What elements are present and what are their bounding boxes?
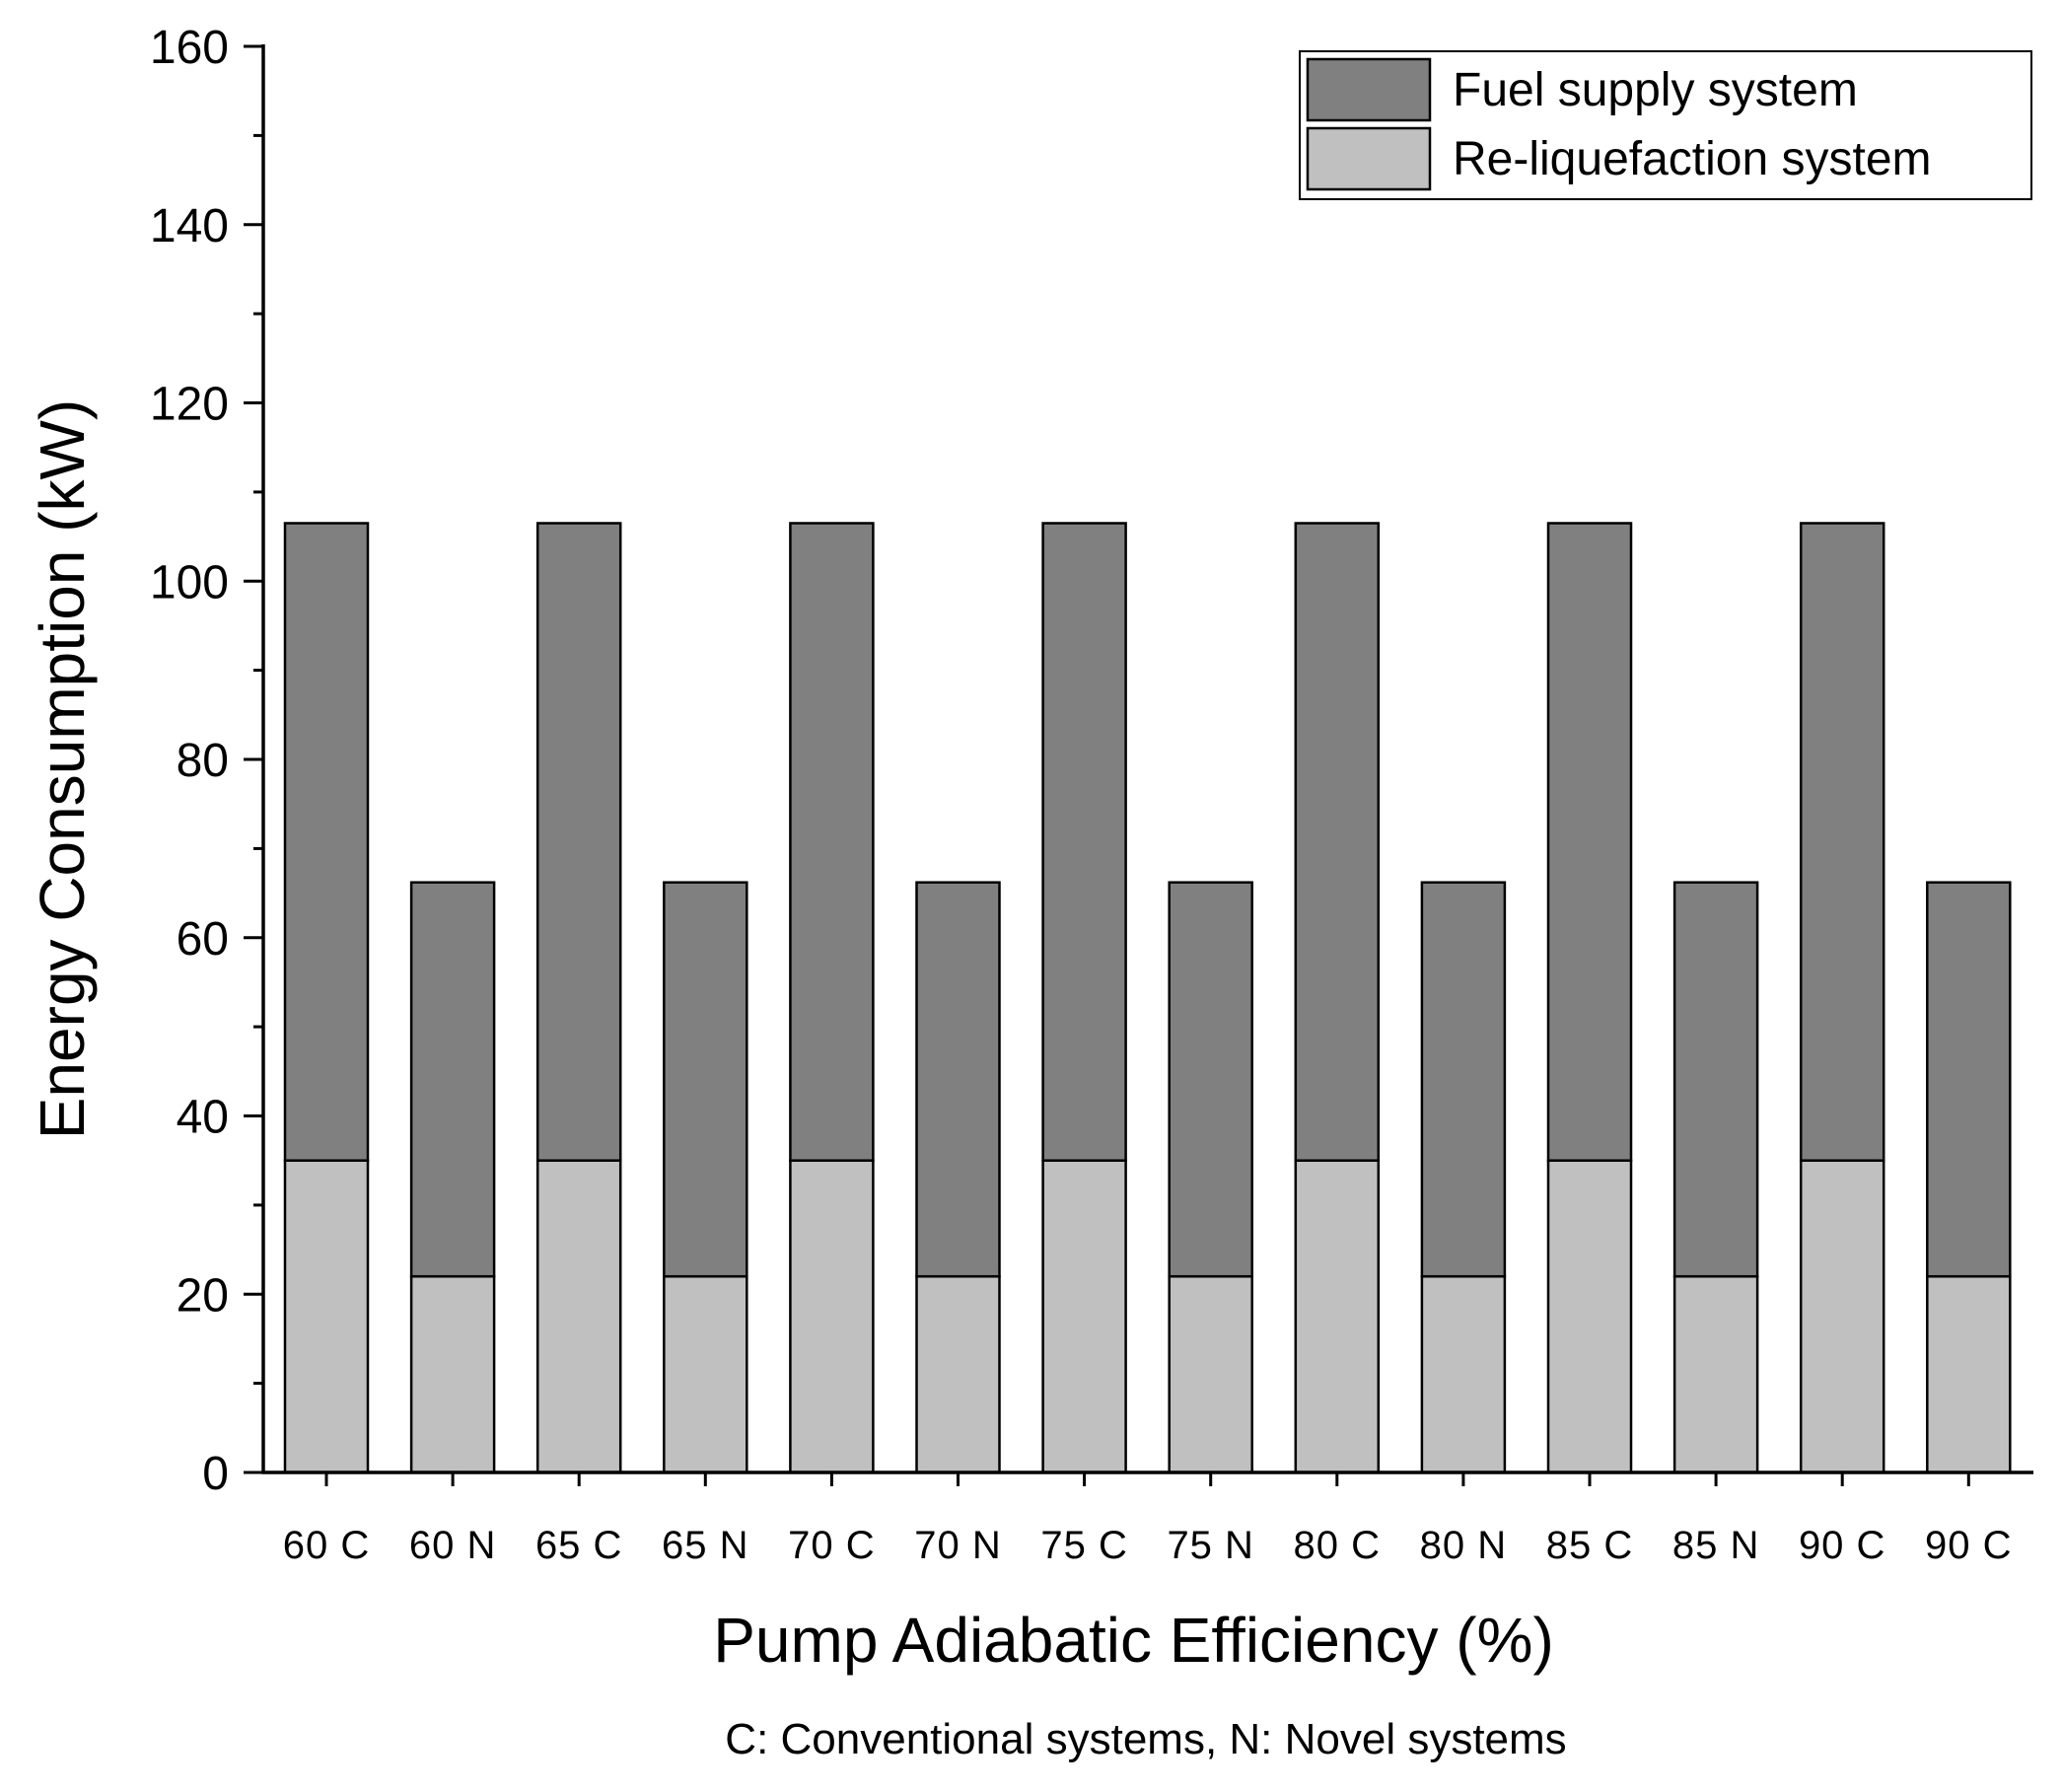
x-tick-label: 60 N bbox=[409, 1524, 497, 1567]
legend-label-reliquefaction: Re-liquefaction system bbox=[1453, 133, 1932, 185]
x-tick-label: 85 C bbox=[1546, 1524, 1634, 1567]
bar-fuel-supply-6 bbox=[915, 881, 1001, 1278]
y-tick-label: 160 bbox=[150, 22, 229, 74]
bar-fuel-supply-11 bbox=[1546, 522, 1633, 1162]
y-tick-label: 60 bbox=[177, 913, 229, 966]
bar-reliquefaction-13 bbox=[1799, 1159, 1885, 1474]
legend-label-fuel-supply: Fuel supply system bbox=[1453, 64, 1858, 116]
x-tick-label: 70 C bbox=[788, 1524, 876, 1567]
bar-fuel-supply-9 bbox=[1294, 522, 1381, 1162]
bar-reliquefaction-8 bbox=[1168, 1274, 1253, 1474]
bar-reliquefaction-2 bbox=[409, 1274, 496, 1474]
bar-reliquefaction-4 bbox=[663, 1274, 748, 1474]
legend-swatch-fuel-supply bbox=[1306, 57, 1432, 122]
bars-layer bbox=[283, 522, 2012, 1474]
y-tick-label: 120 bbox=[150, 379, 229, 431]
bar-fuel-supply-3 bbox=[535, 522, 622, 1162]
x-tick-label: 80 N bbox=[1420, 1524, 1508, 1567]
bar-fuel-supply-8 bbox=[1168, 881, 1253, 1278]
y-tick-label: 0 bbox=[202, 1448, 229, 1500]
x-tick-label: 85 N bbox=[1672, 1524, 1760, 1567]
y-tick-label: 20 bbox=[177, 1269, 229, 1322]
axes-layer: 60 C 60 N 65 C 65 N 70 C 70 N 75 C 75 N 80 C 80 N… bbox=[150, 22, 2033, 1567]
bar-fuel-supply-10 bbox=[1420, 881, 1507, 1278]
bar-fuel-supply-1 bbox=[283, 522, 370, 1162]
x-tick-label: 90 C bbox=[1925, 1524, 2013, 1567]
bar-fuel-supply-13 bbox=[1799, 522, 1885, 1162]
bar-reliquefaction-9 bbox=[1294, 1159, 1381, 1474]
x-tick-label: 65 N bbox=[662, 1524, 749, 1567]
bar-reliquefaction-10 bbox=[1420, 1274, 1507, 1474]
x-tick-label: 75 N bbox=[1167, 1524, 1254, 1567]
x-tick-label: 70 N bbox=[914, 1524, 1002, 1567]
labels-layer: Pump Adiabatic Efficiency (%) Energy Con… bbox=[27, 399, 1567, 1763]
x-tick-label: 65 C bbox=[535, 1524, 623, 1567]
bar-fuel-supply-12 bbox=[1672, 881, 1759, 1278]
bar-reliquefaction-3 bbox=[535, 1159, 622, 1474]
y-tick-label: 40 bbox=[177, 1092, 229, 1144]
bar-reliquefaction-1 bbox=[283, 1159, 370, 1474]
legend: Fuel supply system Re-liquefaction system bbox=[1299, 50, 2032, 200]
bar-reliquefaction-6 bbox=[915, 1274, 1001, 1474]
legend-swatch-reliquefaction bbox=[1306, 126, 1432, 191]
x-tick-label: 60 C bbox=[283, 1524, 371, 1567]
x-tick-label: 80 C bbox=[1294, 1524, 1382, 1567]
bar-reliquefaction-7 bbox=[1041, 1159, 1127, 1474]
chart-caption: C: Conventional systems, N: Novel system… bbox=[725, 1715, 1566, 1763]
x-axis-title: Pump Adiabatic Efficiency (%) bbox=[713, 1605, 1554, 1676]
y-tick-label: 140 bbox=[150, 200, 229, 252]
x-tick-label: 75 C bbox=[1040, 1524, 1128, 1567]
bar-fuel-supply-5 bbox=[789, 522, 875, 1162]
bar-reliquefaction-14 bbox=[1926, 1274, 2012, 1474]
bar-fuel-supply-4 bbox=[663, 881, 748, 1278]
bar-reliquefaction-12 bbox=[1672, 1274, 1759, 1474]
y-tick-label: 100 bbox=[150, 556, 229, 609]
bar-fuel-supply-2 bbox=[409, 881, 496, 1278]
bar-fuel-supply-14 bbox=[1926, 881, 2012, 1278]
bar-fuel-supply-7 bbox=[1041, 522, 1127, 1162]
y-axis-title: Energy Consumption (kW) bbox=[27, 399, 98, 1139]
x-tick-label: 90 C bbox=[1799, 1524, 1886, 1567]
bar-reliquefaction-5 bbox=[789, 1159, 875, 1474]
bar-reliquefaction-11 bbox=[1546, 1159, 1633, 1474]
y-tick-label: 80 bbox=[177, 735, 229, 787]
